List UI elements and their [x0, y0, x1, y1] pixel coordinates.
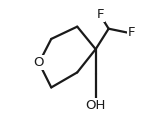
Text: F: F — [128, 26, 136, 39]
Text: F: F — [97, 8, 104, 21]
Text: O: O — [34, 56, 44, 69]
Text: OH: OH — [85, 99, 106, 112]
